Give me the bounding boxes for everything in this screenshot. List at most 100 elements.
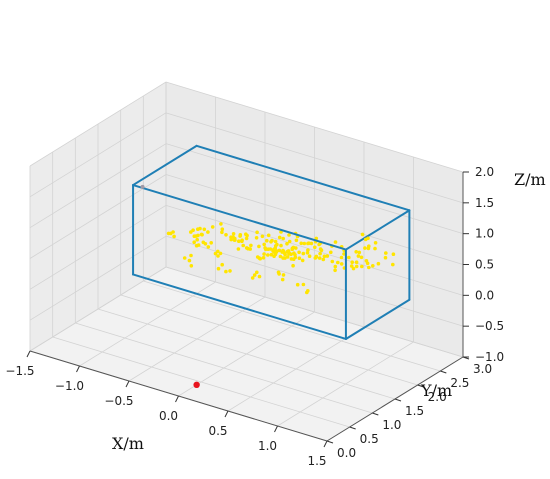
cloud-point	[339, 255, 344, 260]
box-edge	[195, 144, 411, 212]
cloud-point	[313, 245, 317, 250]
z-axis-label: Z/m	[514, 170, 546, 189]
cloud-point	[218, 251, 223, 256]
sensor-point	[193, 381, 200, 388]
cloud-point	[255, 230, 259, 235]
cloud-point	[262, 252, 266, 256]
cloud-point	[290, 247, 295, 251]
y-tick	[440, 370, 447, 374]
cloud-point	[306, 289, 310, 293]
y-tick	[372, 412, 379, 416]
cloud-point	[301, 282, 306, 287]
cloud-point	[192, 240, 196, 244]
cloud-point	[240, 239, 244, 243]
cloud-point	[287, 239, 292, 244]
cloud-point	[319, 248, 324, 253]
box-edge	[132, 184, 347, 251]
grid-line	[165, 81, 464, 173]
cloud-point	[365, 261, 370, 266]
box-edge	[132, 144, 198, 187]
cloud-point	[202, 227, 207, 232]
cloud-point	[262, 242, 267, 247]
y-tick	[349, 426, 356, 430]
cloud-point	[376, 261, 381, 266]
grid-line	[143, 280, 441, 372]
cloud-point	[278, 254, 283, 259]
cloud-point	[273, 246, 277, 251]
grid-line	[165, 112, 464, 204]
z-tick-label: −0.5	[475, 319, 504, 333]
y-tick-label: 0.0	[337, 446, 356, 460]
cloud-point	[291, 263, 295, 268]
cloud-point	[281, 236, 286, 241]
cloud-point	[285, 241, 289, 246]
cloud-point	[384, 251, 388, 255]
grid-line	[165, 174, 464, 265]
cloud-point	[233, 238, 237, 242]
cloud-point	[287, 233, 291, 237]
box-edge	[344, 298, 411, 340]
box-edge	[344, 209, 411, 251]
cloud-point	[367, 265, 371, 270]
cloud-point	[333, 240, 338, 244]
cloud-point	[360, 232, 365, 237]
cloud-point	[280, 277, 285, 282]
cloud-point	[329, 250, 333, 255]
cloud-point	[266, 233, 271, 238]
cloud-point	[367, 244, 371, 248]
special-markers	[140, 184, 200, 388]
cloud-point	[280, 250, 285, 254]
cloud-point	[322, 254, 327, 259]
y-tick-label: 2.0	[428, 390, 447, 404]
cloud-point	[236, 247, 241, 251]
cloud-point	[244, 236, 249, 241]
x-tick-label: 1.0	[258, 439, 277, 453]
z-tick-label: 1.5	[475, 196, 494, 210]
cloud-point	[297, 256, 302, 261]
cloud-point	[244, 232, 248, 236]
cloud-point	[249, 243, 253, 248]
cloud-point	[342, 252, 346, 256]
x-tick	[274, 425, 278, 433]
z-tick-label: 0.0	[475, 288, 494, 302]
cloud-point	[216, 254, 220, 258]
cloud-point	[189, 264, 194, 268]
grid-line	[29, 81, 167, 167]
y-axis-label: Y/m	[420, 381, 452, 400]
cloud-point	[294, 238, 299, 243]
bounding-box-front	[132, 184, 411, 340]
cloud-point	[213, 251, 218, 256]
x-tick	[224, 410, 229, 418]
cloud-point	[314, 254, 319, 259]
x-tick	[323, 440, 328, 448]
grid-line	[120, 294, 418, 386]
cloud-point	[254, 236, 259, 240]
tick-marks	[26, 171, 470, 448]
cloud-point	[270, 238, 274, 243]
y-tick-label: 3.0	[473, 362, 492, 376]
cloud-point	[189, 253, 193, 258]
cloud-point	[351, 266, 356, 271]
tick-labels: −1.5−1.0−0.50.00.51.01.50.00.51.01.52.02…	[5, 165, 504, 468]
cloud-point	[258, 256, 263, 261]
cloud-point	[383, 255, 388, 260]
cloud-point	[306, 248, 310, 252]
cloud-point	[349, 264, 354, 268]
cloud-point	[347, 255, 351, 260]
cloud-point	[336, 260, 340, 265]
cloud-point	[354, 260, 359, 265]
cloud-point	[339, 262, 344, 266]
cloud-point	[266, 253, 270, 257]
cloud-point	[330, 259, 335, 264]
z-tick-label: −1.0	[475, 350, 504, 364]
cloud-point	[196, 233, 200, 238]
cloud-point	[391, 262, 395, 267]
cloud-point	[220, 230, 224, 235]
cloud-point	[294, 246, 298, 250]
stray-point	[140, 184, 145, 189]
grid-line	[97, 308, 396, 400]
cloud-point	[357, 250, 362, 255]
z-tick-label: 1.0	[475, 227, 494, 241]
cloud-point	[305, 251, 310, 255]
